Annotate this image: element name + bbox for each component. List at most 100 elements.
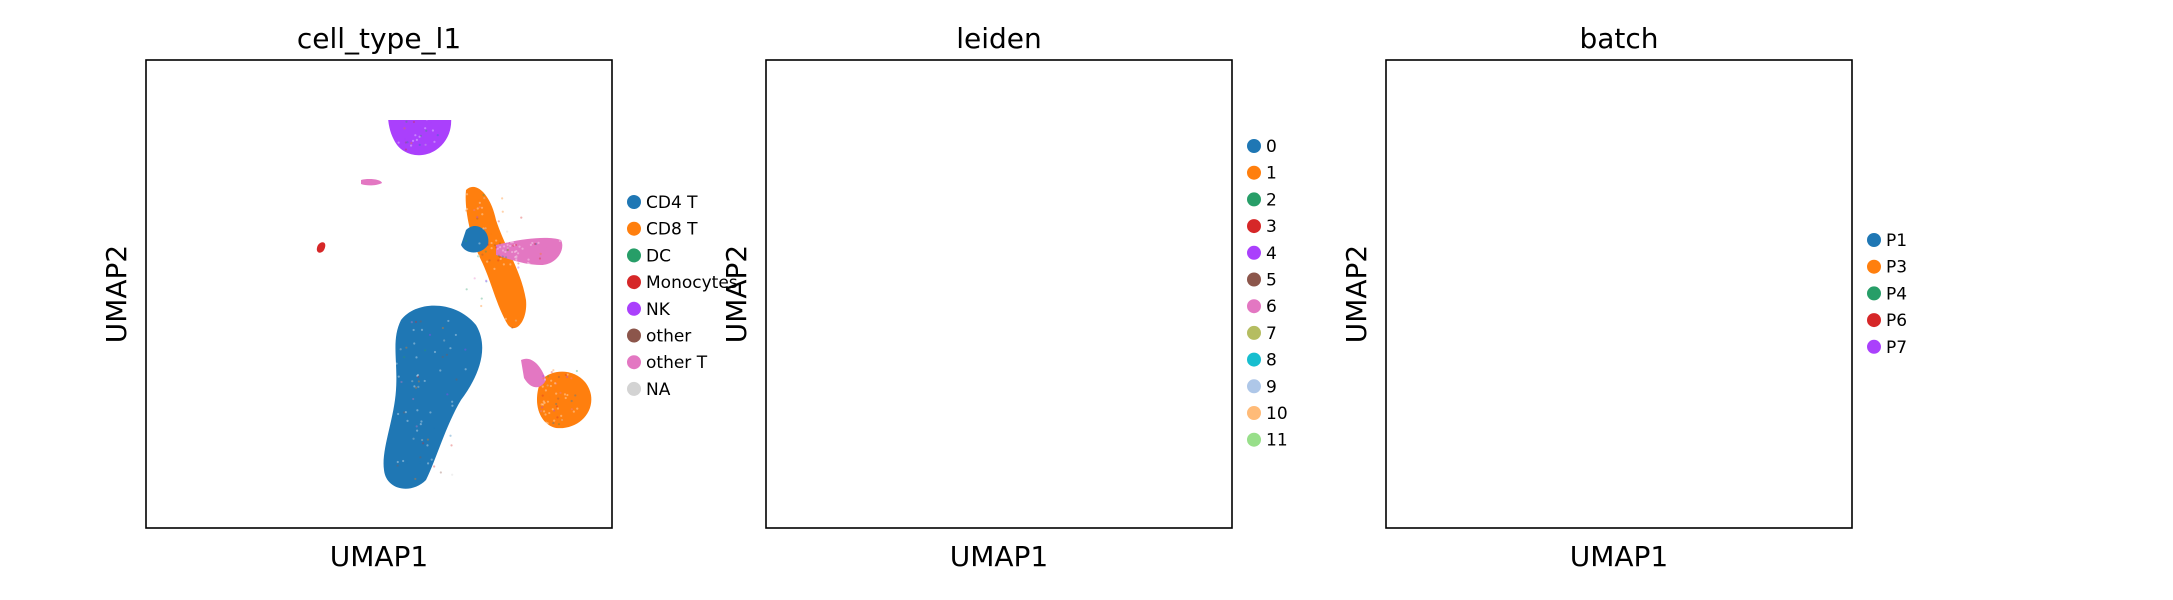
scatter-point (1713, 251, 1715, 253)
scatter-point (1454, 474, 1456, 476)
scatter-point (1790, 374, 1792, 376)
scatter-point (1716, 284, 1718, 286)
scatter-point (1760, 248, 1762, 250)
scatter-point (487, 243, 490, 246)
scatter-point (1771, 242, 1773, 244)
scatter-point (1764, 244, 1766, 246)
scatter-point (1184, 396, 1186, 398)
scatter-point (464, 368, 467, 371)
scatter-point (1188, 378, 1190, 380)
scatter-point (1647, 334, 1649, 336)
scatter-point (1781, 264, 1783, 266)
scatter-point (1782, 369, 1784, 371)
scatter-point (540, 410, 543, 413)
scatter-point (1681, 341, 1683, 343)
scatter-point (1725, 313, 1727, 315)
scatter-point (1760, 262, 1762, 264)
scatter-point (1669, 102, 1671, 104)
scatter-point (564, 373, 568, 377)
scatter-point (834, 302, 836, 304)
scatter-point (828, 457, 830, 459)
scatter-point (407, 120, 409, 121)
scatter-point (451, 404, 454, 407)
scatter-point (1177, 375, 1179, 377)
scatter-point (1091, 271, 1093, 273)
scatter-point (575, 369, 578, 373)
scatter-point (1804, 414, 1806, 416)
scatter-point (1674, 115, 1676, 117)
scatter-point (1738, 261, 1740, 263)
scatter-point (1641, 455, 1643, 457)
scatter-point (1792, 371, 1794, 373)
scatter-point (1449, 344, 1451, 346)
scatter-point (1733, 282, 1735, 284)
scatter-point (1745, 260, 1747, 262)
scatter-point (1428, 405, 1430, 407)
scatter-point (1781, 423, 1783, 425)
scatter-point (1442, 504, 1444, 506)
scatter-point (1650, 108, 1652, 110)
legend-label: other T (646, 353, 708, 373)
scatter-point (1771, 250, 1773, 252)
scatter-point (1024, 135, 1026, 137)
scatter-point (1118, 262, 1120, 264)
scatter-point (1791, 412, 1793, 414)
scatter-point (1646, 471, 1648, 473)
scatter-point (1091, 320, 1093, 322)
scatter-point (1754, 257, 1756, 259)
scatter-point (1666, 131, 1668, 133)
legend-marker (1247, 352, 1261, 367)
scatter-point (1639, 123, 1641, 125)
scatter-point (1475, 394, 1477, 396)
scatter-point (245, 521, 247, 523)
scatter-point (1782, 406, 1784, 408)
scatter-point (466, 207, 469, 211)
scatter-point (414, 386, 418, 389)
scatter-point (510, 250, 514, 254)
legend-label: 11 (1266, 431, 1288, 451)
scatter-point (1636, 108, 1638, 110)
scatter-point (1756, 261, 1758, 263)
scatter-point (1448, 218, 1450, 220)
scatter-point (1808, 371, 1810, 373)
scatter-point (1825, 421, 1827, 423)
scatter-point (1466, 534, 1468, 536)
scatter-point (421, 101, 423, 103)
scatter-point (1776, 259, 1778, 261)
scatter-point (1643, 134, 1645, 136)
scatter-point (813, 382, 815, 384)
scatter-point (1668, 109, 1670, 111)
scatter-point (1813, 380, 1815, 382)
cluster-right (1157, 372, 1211, 429)
scatter-point (1636, 120, 1638, 122)
scatter-point (1638, 409, 1640, 411)
scatter-point (1171, 389, 1173, 391)
legend-marker (627, 248, 641, 263)
scatter-point (1792, 391, 1794, 393)
scatter-point (1802, 386, 1804, 388)
scatter-point (1030, 460, 1032, 462)
scatter-point (1815, 373, 1817, 375)
scatter-point (822, 283, 824, 285)
scatter-point (1505, 460, 1507, 462)
scatter-point (1429, 190, 1431, 192)
scatter-point (1652, 100, 1654, 102)
scatter-point (1711, 238, 1713, 240)
legend-label: 0 (1266, 137, 1277, 157)
scatter-point (412, 437, 415, 440)
scatter-point (1805, 410, 1807, 412)
scatter-point (1165, 406, 1167, 408)
scatter-point (1706, 347, 1708, 349)
scatter-point (493, 244, 496, 247)
scatter-point (1652, 148, 1654, 150)
scatter-point (1725, 314, 1727, 316)
scatter-point (1814, 406, 1816, 408)
scatter-point (1649, 141, 1651, 143)
scatter-point (1100, 319, 1102, 321)
scatter-point (1781, 393, 1783, 395)
scatter-point (1713, 226, 1715, 228)
scatter-point (1739, 256, 1741, 258)
scatter-point (1440, 426, 1442, 428)
scatter-point (439, 369, 442, 372)
